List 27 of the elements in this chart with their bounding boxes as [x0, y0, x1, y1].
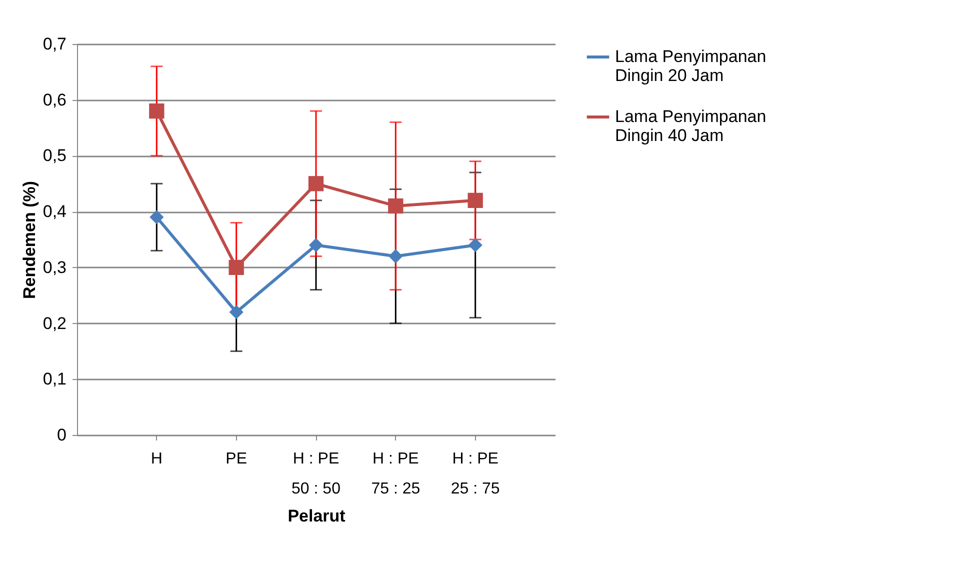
point	[150, 210, 164, 224]
y-tick-label: 0,2	[42, 314, 66, 333]
y-tick-label: 0,5	[42, 146, 66, 166]
y-tick-label: 0,7	[42, 34, 66, 54]
y-tick-label: 0,1	[42, 370, 66, 389]
x-tick-label: H : PE 25 : 75	[450, 450, 500, 498]
point	[388, 198, 404, 214]
legend-label: Lama Penyimpanan Dingin 40 Jam	[615, 107, 766, 145]
point	[308, 238, 324, 252]
point	[468, 238, 482, 252]
x-tick-label: PE	[226, 450, 248, 468]
point	[229, 305, 244, 320]
x-tick-label: H : PE 75 : 25	[371, 450, 420, 498]
y-axis-title: Rendemen (%)	[20, 180, 39, 300]
y-tick-label: 0,6	[42, 90, 66, 110]
x-tick-label: H : PE 50 : 50	[292, 450, 341, 498]
point	[308, 176, 324, 192]
y-tick-label: 0	[57, 426, 66, 444]
y-tick-label: 0,4	[42, 202, 66, 222]
x-tick-label: H	[150, 450, 162, 468]
point	[228, 260, 244, 276]
legend-label: Lama Penyimpanan Dingin 20 Jam	[615, 47, 766, 85]
x-axis-title: Pelarut	[288, 506, 346, 526]
y-tick-label: 0,3	[42, 258, 66, 277]
point	[149, 103, 164, 119]
point	[468, 192, 483, 208]
point	[388, 249, 403, 264]
